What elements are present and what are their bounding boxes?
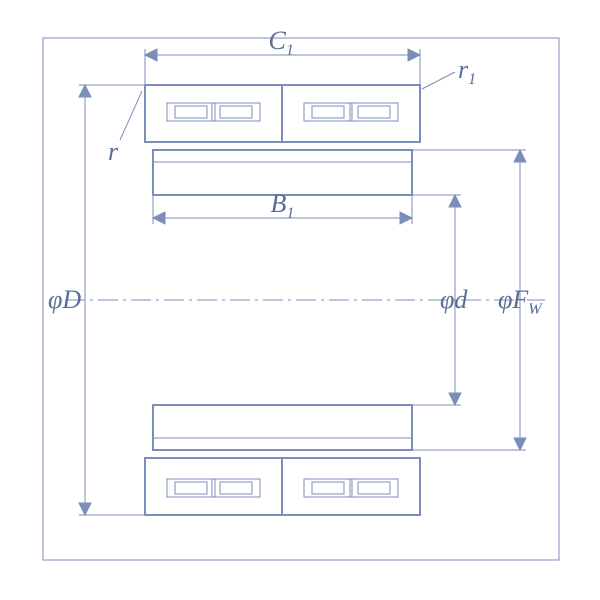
label-C1: C1 (269, 26, 294, 59)
label-phiD: φD (48, 285, 81, 314)
label-B1: B1 (271, 189, 295, 222)
label-phid: φd (440, 285, 468, 314)
label-r1: r1 (458, 55, 476, 88)
label-r: r (108, 137, 119, 166)
bearing-cross-section-diagram: C1 B1 r r1 φD φd φFW (0, 0, 600, 600)
label-phiFw: φFW (498, 285, 543, 318)
